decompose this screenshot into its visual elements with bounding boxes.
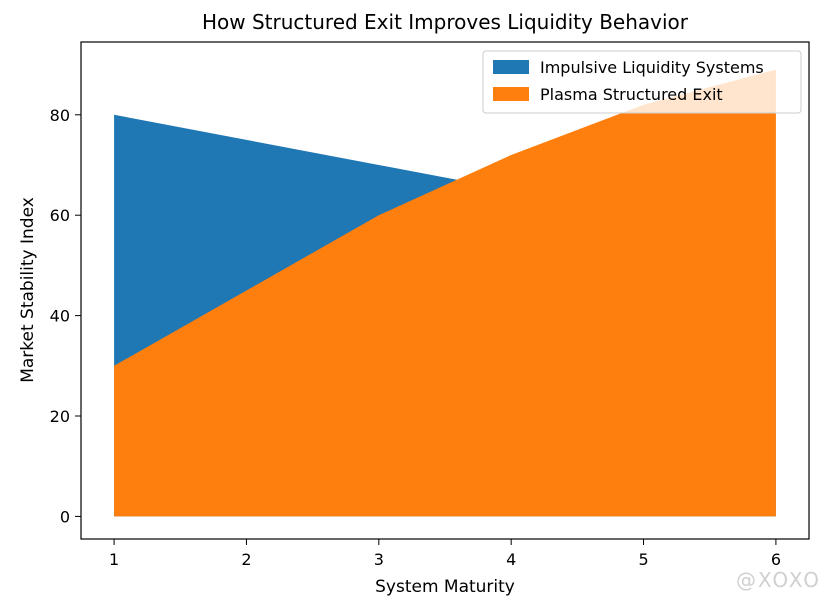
x-tick-label: 1 — [109, 550, 119, 569]
y-tick-label: 60 — [50, 206, 70, 225]
area-series-2 — [114, 69, 776, 517]
x-tick-label: 5 — [638, 550, 648, 569]
x-axis-label: System Maturity — [375, 577, 515, 597]
legend-box — [482, 50, 802, 114]
y-tick-label: 80 — [50, 106, 70, 125]
x-tick-label: 3 — [374, 550, 384, 569]
legend-swatch — [493, 87, 529, 101]
legend-label: Impulsive Liquidity Systems — [540, 58, 764, 77]
legend-swatch — [493, 60, 529, 74]
y-axis-label: Market Stability Index — [18, 197, 38, 383]
legend: Impulsive Liquidity Systems Plasma Struct… — [482, 50, 802, 114]
chart-title: How Structured Exit Improves Liquidity B… — [202, 10, 689, 34]
area-series-group — [114, 69, 776, 517]
y-axis-ticks: 0 20 40 60 80 — [50, 106, 81, 526]
x-tick-label: 2 — [241, 550, 251, 569]
x-tick-label: 4 — [506, 550, 516, 569]
y-tick-label: 0 — [60, 507, 70, 526]
watermark-text: @XOXO — [735, 568, 821, 592]
y-tick-label: 20 — [50, 407, 70, 426]
y-tick-label: 40 — [50, 307, 70, 326]
plot-frame — [80, 41, 810, 540]
x-axis-ticks: 1 2 3 4 5 6 — [109, 539, 781, 569]
x-tick-label: 6 — [771, 550, 781, 569]
legend-label: Plasma Structured Exit — [540, 85, 723, 104]
